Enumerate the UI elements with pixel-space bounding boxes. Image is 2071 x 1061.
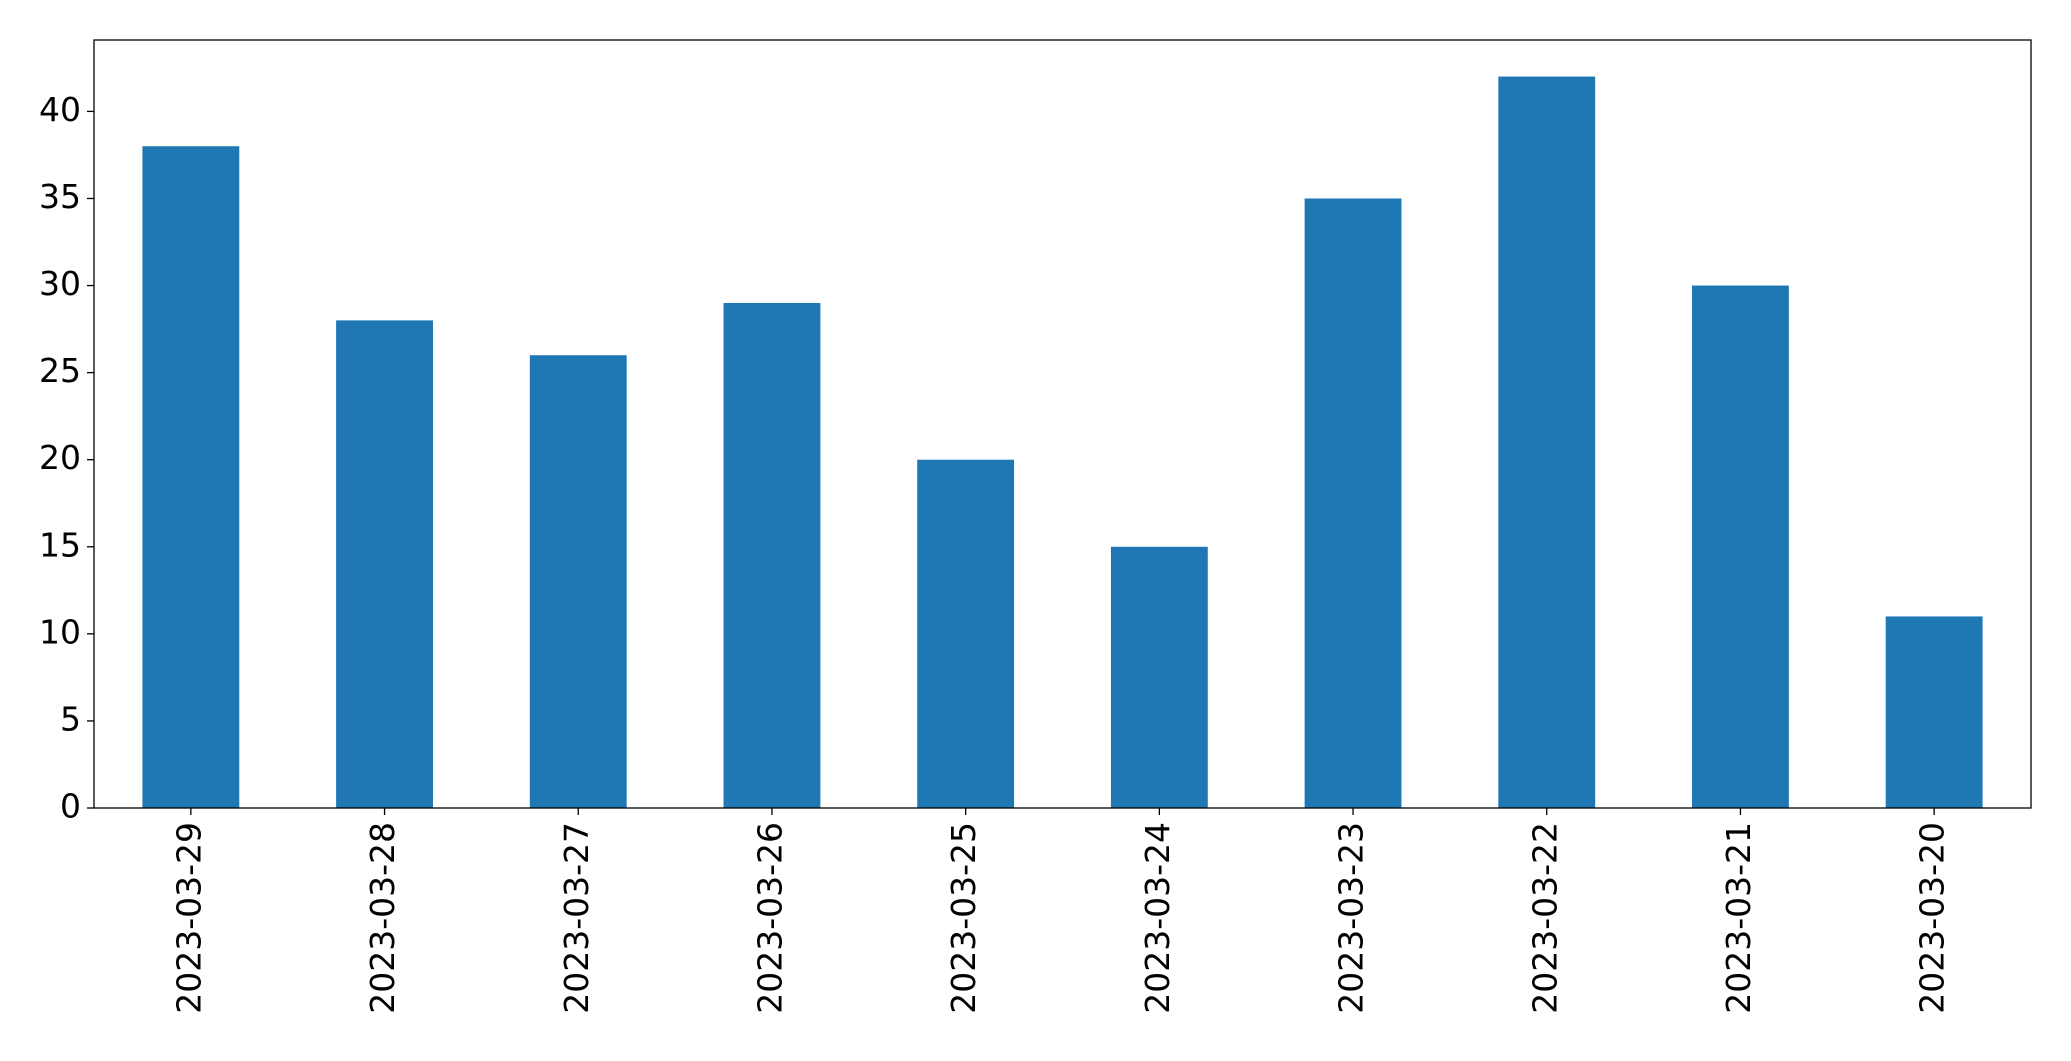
- bar: [1110, 546, 1208, 808]
- y-tick-label: 30: [39, 264, 81, 303]
- bar: [1304, 198, 1402, 808]
- x-tick-label: 2023-03-21: [1719, 822, 1758, 1014]
- x-tick-label: 2023-03-20: [1913, 822, 1952, 1014]
- x-tick-label: 2023-03-28: [363, 822, 402, 1014]
- y-tick-label: 20: [39, 438, 81, 477]
- y-tick-label: 5: [60, 699, 81, 738]
- bar: [1498, 76, 1596, 809]
- y-tick-label: 35: [39, 177, 81, 216]
- y-tick-label: 25: [39, 351, 81, 390]
- y-tick-label: 10: [39, 612, 81, 651]
- x-tick-label: 2023-03-22: [1525, 822, 1564, 1014]
- y-tick-label: 15: [39, 525, 81, 564]
- bar: [1885, 616, 1983, 808]
- plot-frame: [93, 39, 2032, 809]
- x-tick-label: 2023-03-24: [1138, 822, 1177, 1014]
- x-tick-label: 2023-03-27: [557, 822, 596, 1014]
- x-tick-label: 2023-03-26: [750, 822, 789, 1014]
- x-tick-label: 2023-03-23: [1332, 822, 1371, 1014]
- bar: [529, 355, 627, 808]
- bar: [142, 146, 240, 808]
- bar: [917, 459, 1015, 808]
- bar: [336, 320, 433, 808]
- bar: [1692, 285, 1789, 808]
- x-tick-label: 2023-03-29: [169, 822, 208, 1014]
- x-tick-label: 2023-03-25: [944, 822, 983, 1014]
- y-tick-label: 40: [39, 90, 81, 129]
- y-tick-label: 0: [60, 787, 81, 826]
- bar: [723, 302, 821, 808]
